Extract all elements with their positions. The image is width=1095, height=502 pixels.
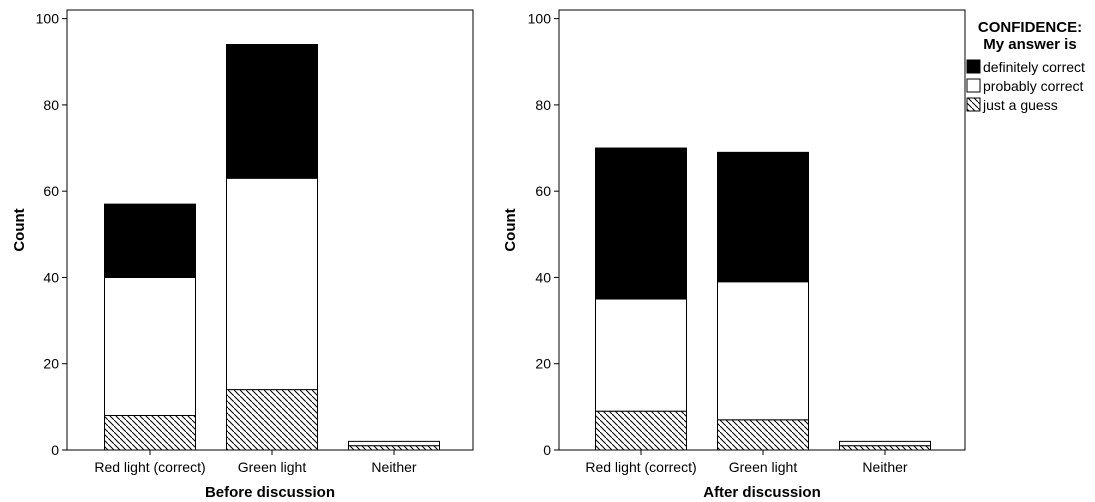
bar-segment <box>226 177 318 391</box>
chart-panel-2: 0 20 40 60 80 100 Red light (correct) Green lig… <box>502 9 966 501</box>
legend-title-line2: My answer is <box>983 36 1076 53</box>
chart-panels: 0 20 40 60 80 100 Red light (correct) Green lig… <box>11 9 966 501</box>
x-tick-label: Neither <box>371 459 416 475</box>
bar-segment <box>348 445 440 451</box>
bar-segment <box>104 414 196 451</box>
legend-title-line1: CONFIDENCE: <box>978 19 1082 36</box>
y-tick-label: 20 <box>535 356 551 372</box>
y-tick-label: 80 <box>535 97 551 113</box>
chart-panel-1: 0 20 40 60 80 100 Red light (correct) Green lig… <box>11 9 474 501</box>
legend-swatch <box>966 97 981 112</box>
bar-segment <box>839 440 931 447</box>
legend-swatch <box>966 59 981 74</box>
y-tick-label: 80 <box>43 97 59 113</box>
legend-label: probably correct <box>983 78 1083 94</box>
legend: CONFIDENCE: My answer is definitely corr… <box>966 19 1085 113</box>
bar-segment <box>595 298 687 412</box>
y-axis-title: Count <box>502 208 519 251</box>
bar-segment <box>717 151 809 283</box>
y-tick-label: 0 <box>51 442 59 458</box>
y-tick-label: 20 <box>43 356 59 372</box>
bar-segment <box>348 440 440 447</box>
x-axis-title: After discussion <box>703 484 821 501</box>
legend-entries: definitely correct probably correct just a… <box>966 59 1085 113</box>
bar-segment <box>226 44 318 179</box>
x-tick-label: Red light (correct) <box>94 459 205 475</box>
bar-segment <box>226 389 318 451</box>
y-tick-label: 40 <box>43 269 59 285</box>
y-tick-label: 0 <box>543 442 551 458</box>
y-tick-label: 60 <box>535 183 551 199</box>
y-axis-title: Count <box>11 208 28 251</box>
x-tick-label: Neither <box>862 459 907 475</box>
x-tick-label: Green light <box>238 459 307 475</box>
legend-label: just a guess <box>982 97 1058 113</box>
x-tick-label: Green light <box>729 459 798 475</box>
bar-segment <box>104 276 196 416</box>
legend-label: definitely correct <box>983 59 1085 75</box>
y-tick-label: 100 <box>528 11 552 27</box>
bar-segment <box>717 419 809 451</box>
x-tick-label: Red light (correct) <box>585 459 696 475</box>
x-axis-title: Before discussion <box>205 484 335 501</box>
legend-swatch <box>966 78 981 93</box>
bar-segment <box>717 281 809 421</box>
bar-segment <box>595 410 687 451</box>
bar-segment <box>839 445 931 451</box>
y-tick-label: 60 <box>43 183 59 199</box>
bar-segment <box>595 147 687 300</box>
y-tick-label: 100 <box>36 11 60 27</box>
y-tick-label: 40 <box>535 269 551 285</box>
bar-segment <box>104 203 196 278</box>
